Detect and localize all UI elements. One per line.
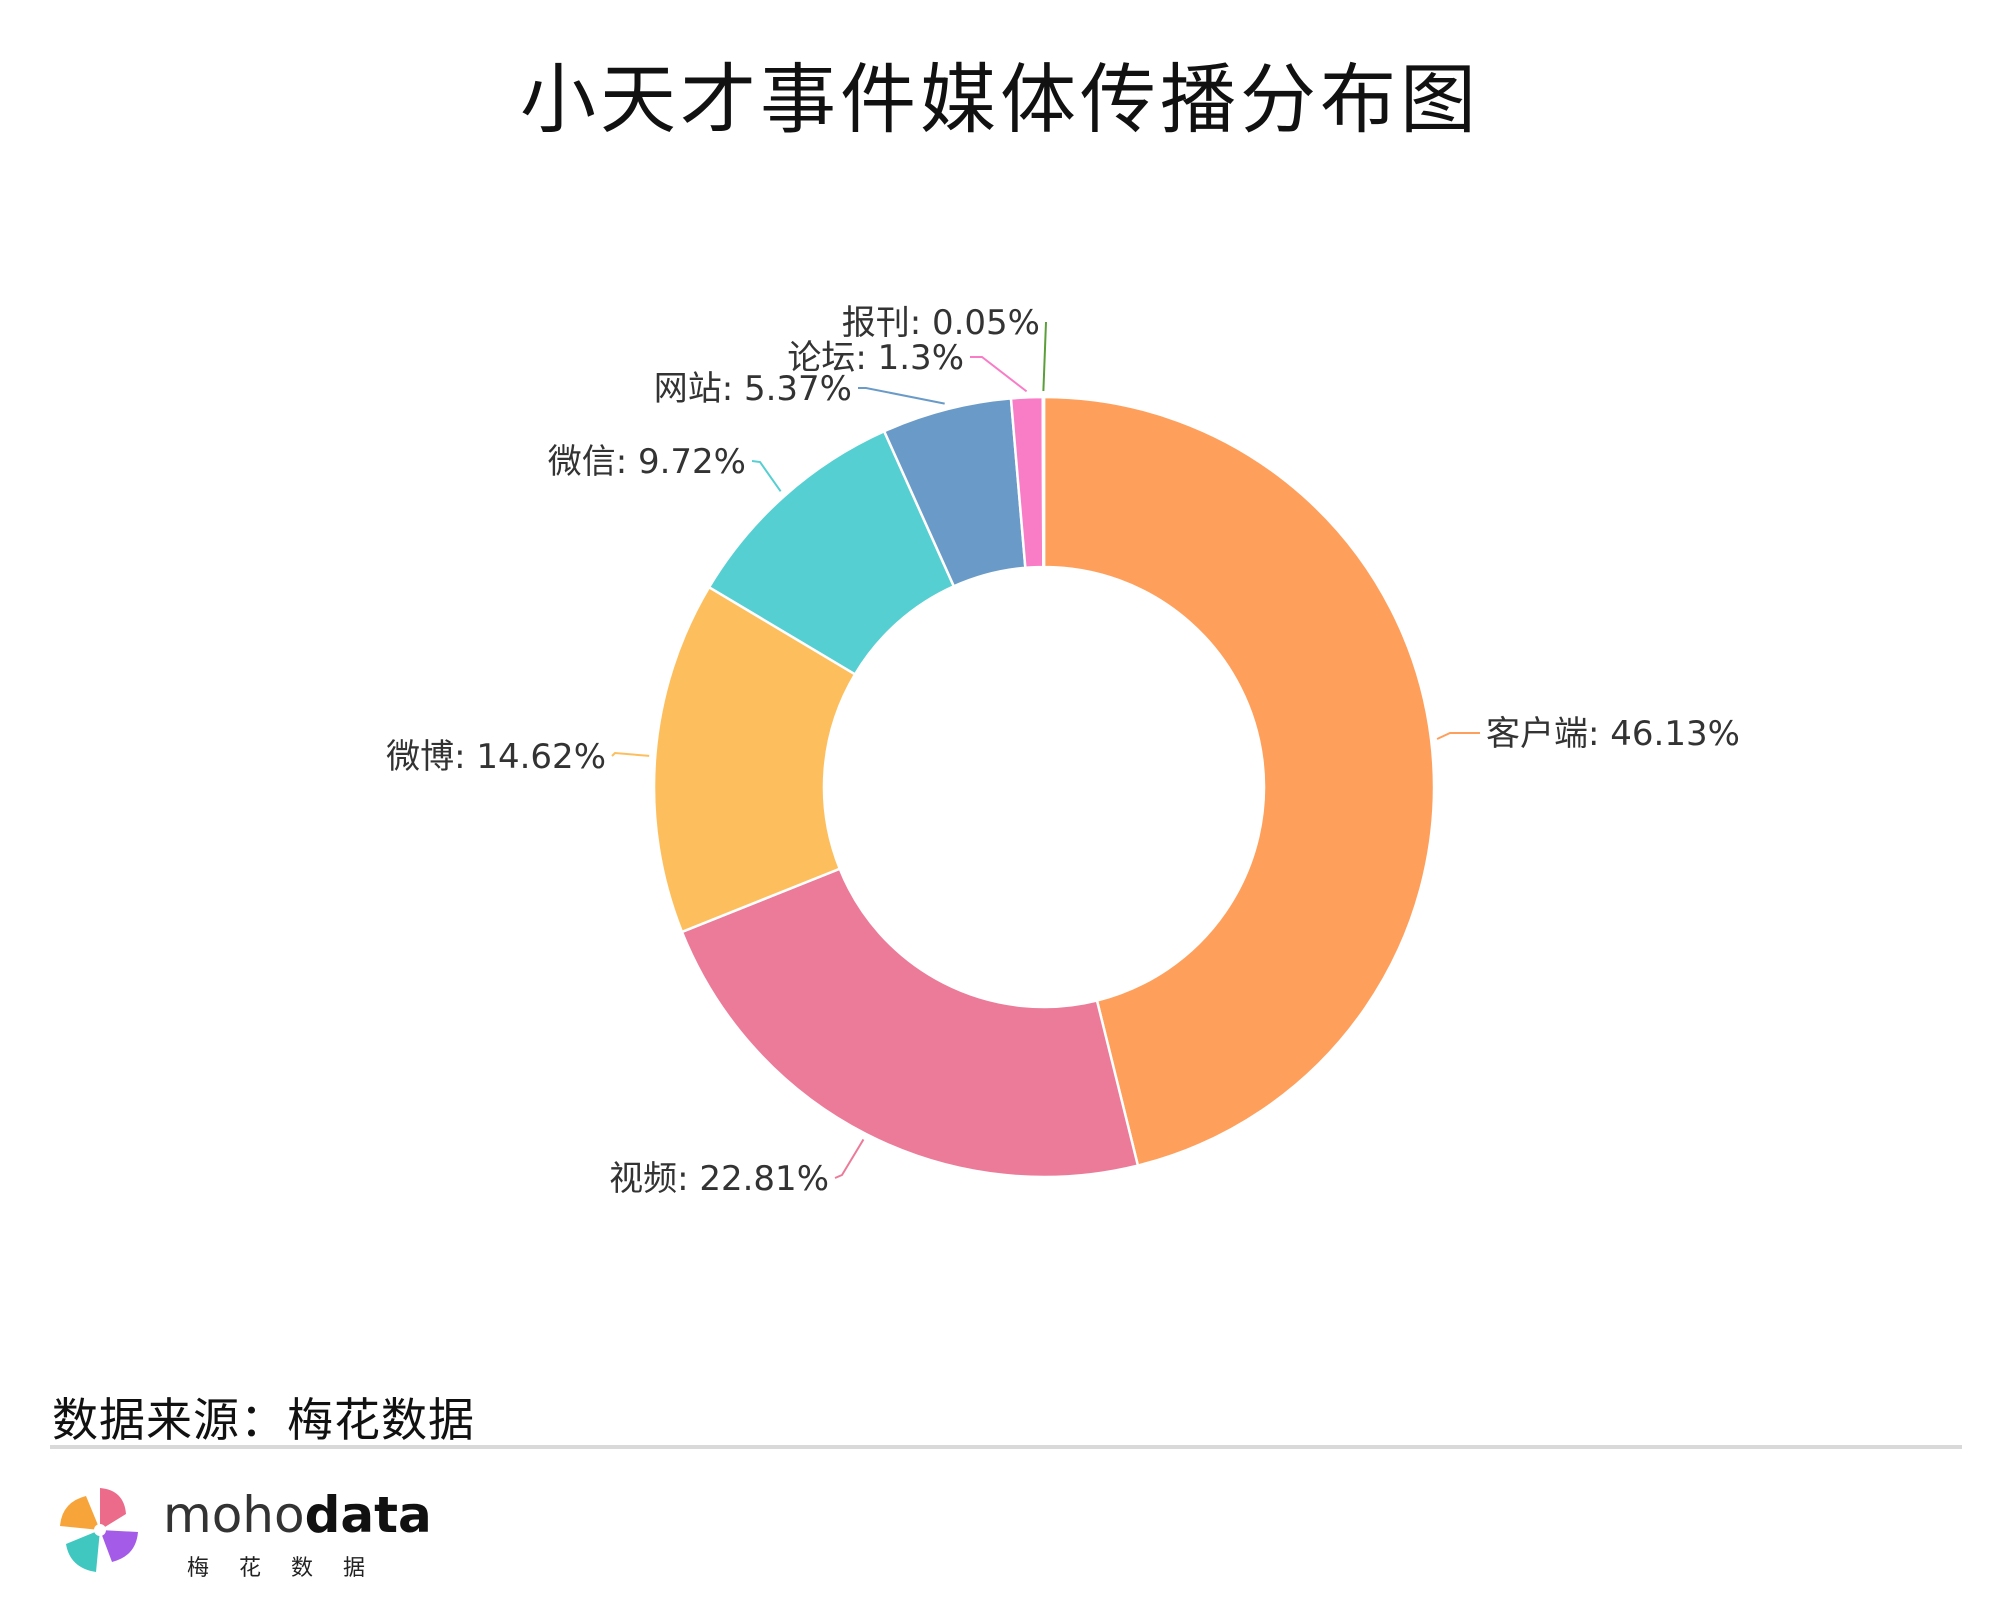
slice-label-微信: 微信: 9.72%	[548, 442, 746, 482]
brand-name-thin: moho	[163, 1486, 305, 1544]
slice-报刊	[1041, 395, 1046, 569]
leader-line-客户端	[1436, 732, 1480, 740]
slice-label-视频: 视频: 22.81%	[609, 1159, 829, 1199]
leader-line-论坛	[970, 356, 1028, 393]
slice-视频	[680, 867, 1140, 1179]
slice-微博	[652, 585, 857, 934]
slice-客户端	[1042, 395, 1436, 1168]
leader-line-微博	[611, 751, 650, 757]
leader-line-视频	[834, 1138, 865, 1179]
slice-label-论坛: 论坛: 1.3%	[787, 338, 964, 378]
chart-title: 小天才事件媒体传播分布图	[520, 55, 1480, 144]
slice-label-微博: 微博: 14.62%	[386, 737, 606, 777]
slice-label-网站: 网站: 5.37%	[654, 369, 852, 409]
leader-line-网站	[858, 387, 945, 405]
brand-wordmark: mohodata	[163, 1486, 432, 1544]
footer-divider	[50, 1445, 1962, 1449]
brand-name-bold: data	[304, 1486, 432, 1544]
slice-label-报刊: 报刊: 0.05%	[842, 303, 1040, 343]
leader-line-报刊	[1042, 321, 1047, 392]
slices-group	[652, 395, 1436, 1179]
leader-line-微信	[751, 460, 782, 492]
pinwheel-logo-icon	[60, 1488, 138, 1572]
brand-subtitle: 梅花数据	[187, 1556, 396, 1581]
data-source-note: 数据来源：梅花数据	[52, 1393, 475, 1447]
labels-group: 客户端: 46.13% 视频: 22.81% 微博: 14.62% 微信: 9.72%…	[386, 303, 1740, 1199]
brand-logo: mohodata 梅花数据	[50, 1480, 450, 1590]
slice-label-客户端: 客户端: 46.13%	[1486, 714, 1740, 754]
leader-lines-group	[611, 321, 1480, 1179]
